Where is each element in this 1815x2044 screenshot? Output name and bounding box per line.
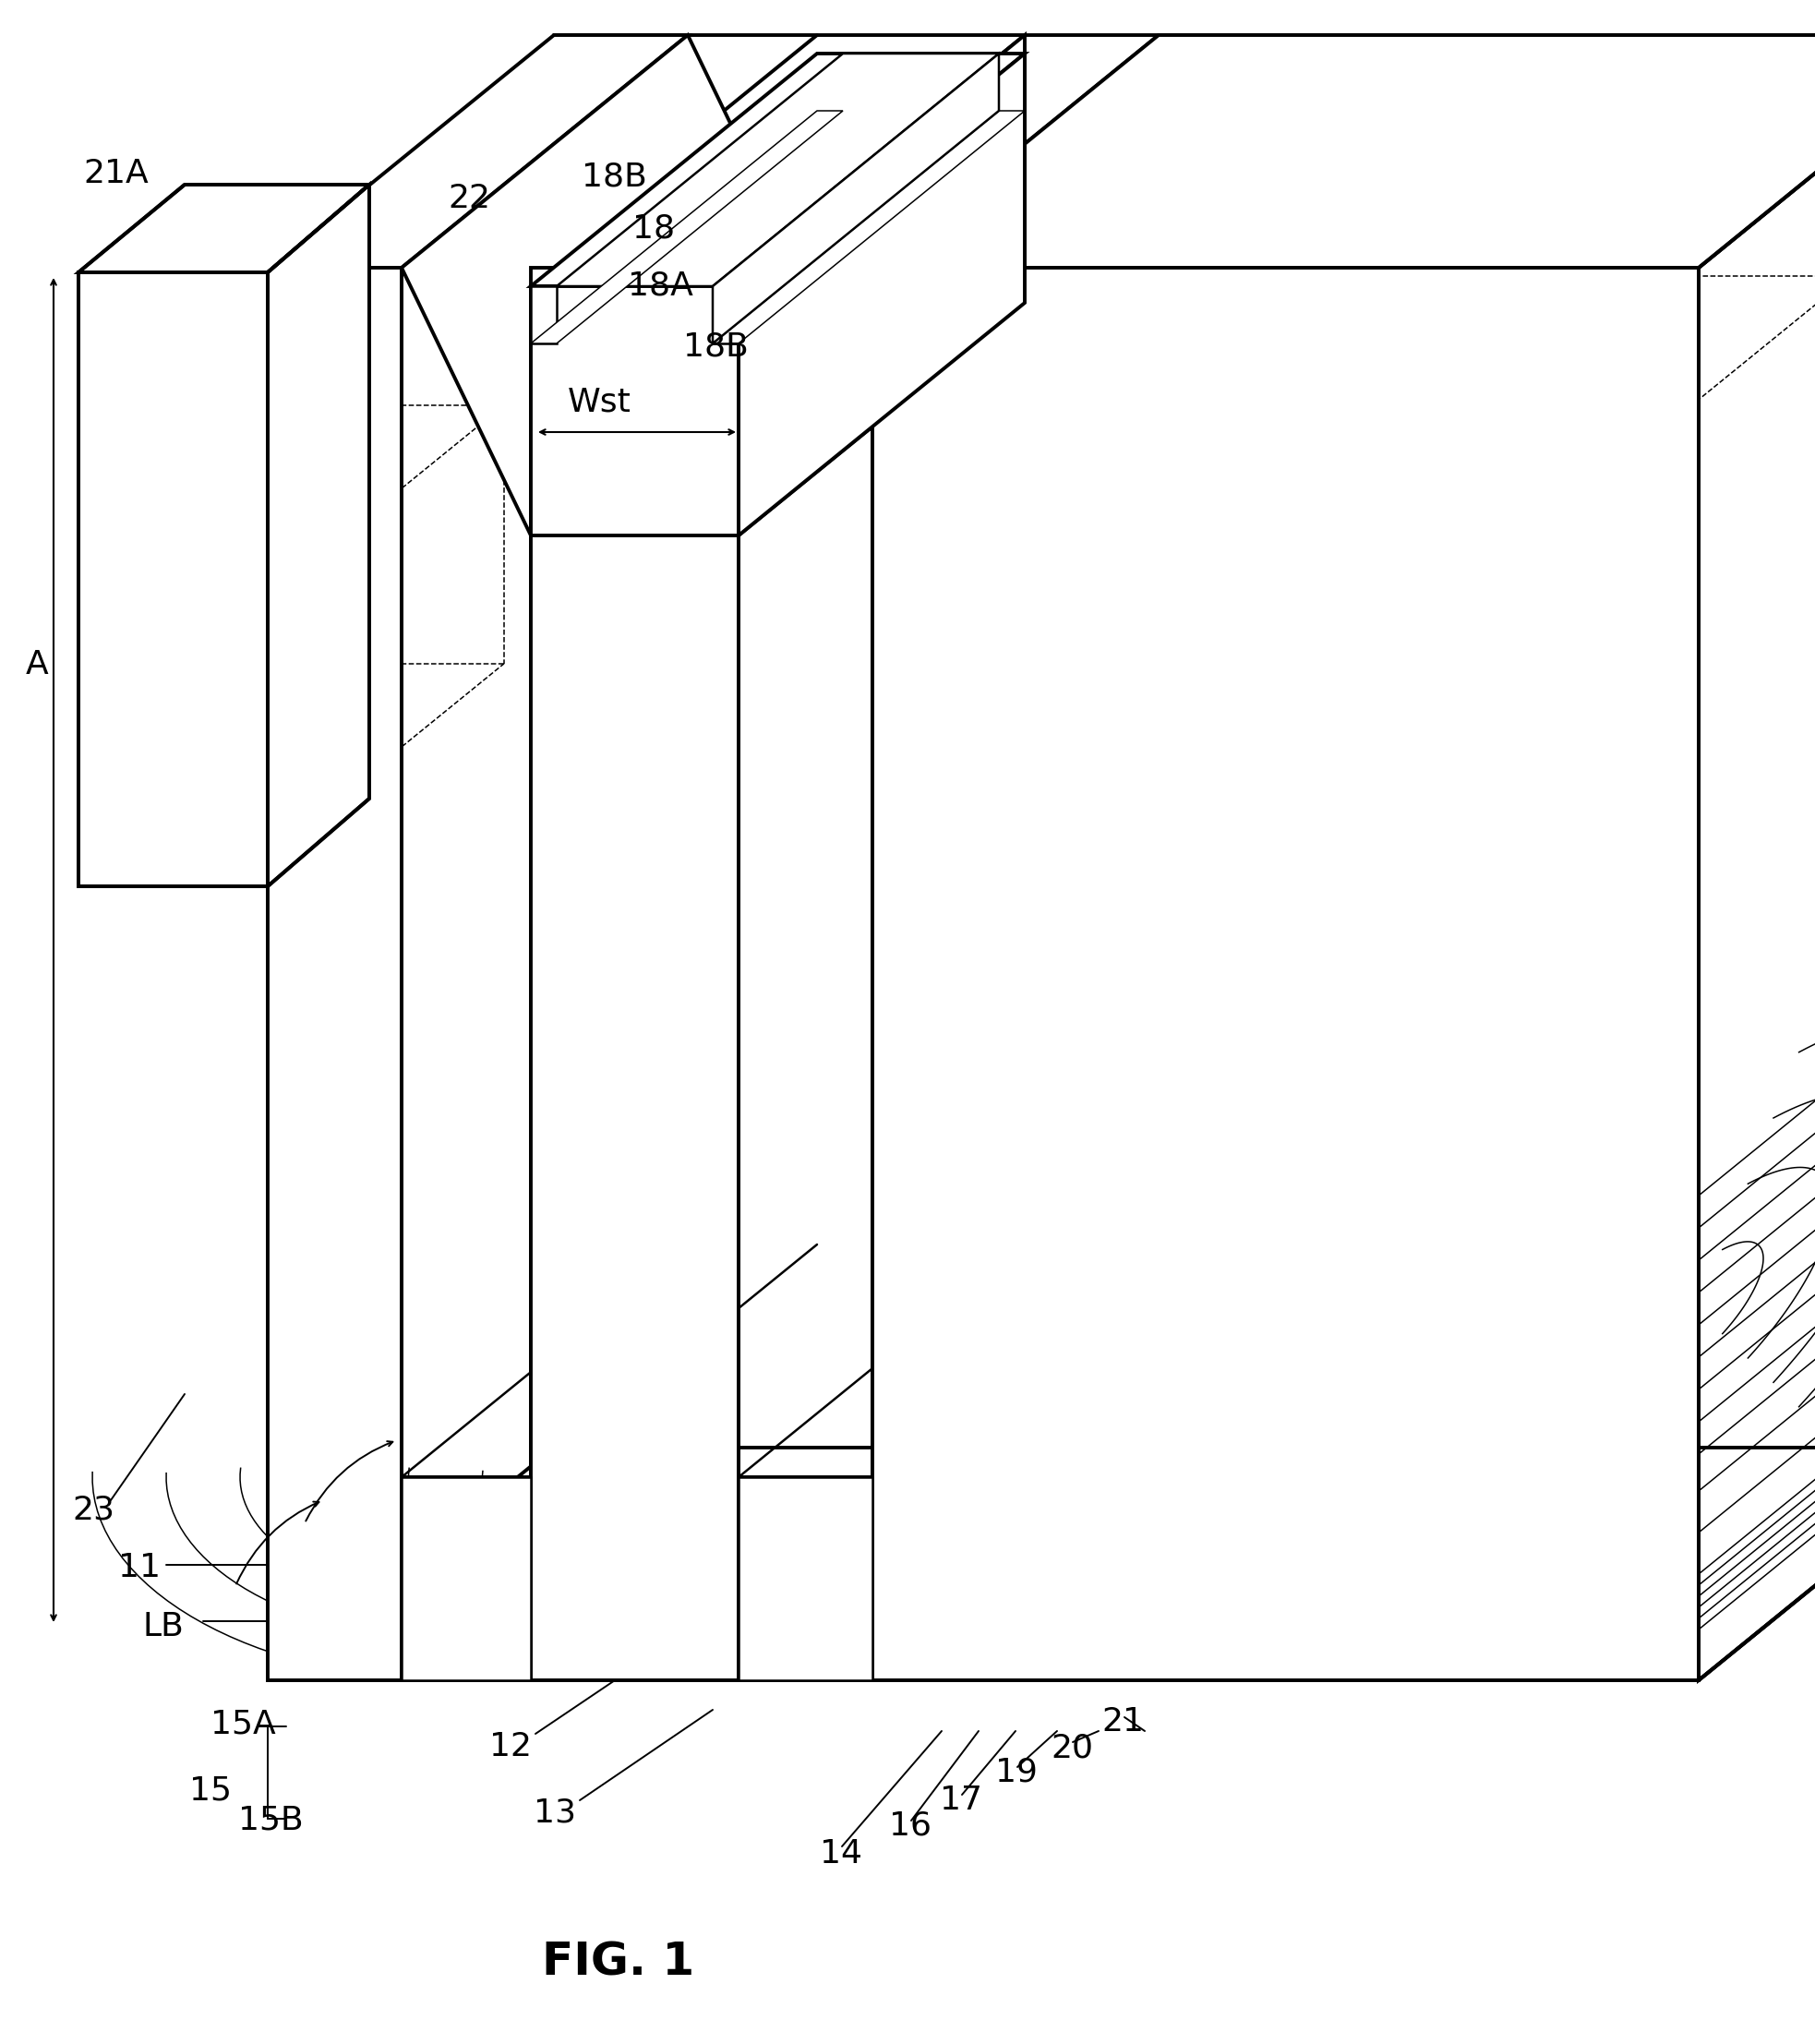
Polygon shape bbox=[739, 53, 1025, 536]
Polygon shape bbox=[739, 35, 1025, 536]
Text: LB: LB bbox=[143, 1611, 185, 1643]
Text: 18B: 18B bbox=[682, 331, 748, 362]
Text: 17: 17 bbox=[940, 1784, 982, 1815]
Text: 15B: 15B bbox=[238, 1805, 303, 1836]
Polygon shape bbox=[530, 286, 739, 536]
Text: 18: 18 bbox=[632, 213, 675, 245]
Text: 19: 19 bbox=[995, 1758, 1038, 1788]
Text: 21A: 21A bbox=[83, 157, 149, 190]
Text: 13: 13 bbox=[534, 1797, 575, 1827]
Polygon shape bbox=[78, 184, 368, 272]
Text: 11: 11 bbox=[118, 1551, 162, 1584]
Polygon shape bbox=[713, 286, 739, 343]
Polygon shape bbox=[269, 268, 401, 1680]
Text: 23: 23 bbox=[73, 1494, 114, 1525]
Polygon shape bbox=[739, 1478, 873, 1680]
Text: A: A bbox=[25, 650, 49, 681]
Text: 15A: 15A bbox=[211, 1709, 276, 1739]
Polygon shape bbox=[530, 53, 1025, 286]
Text: 18B: 18B bbox=[581, 161, 646, 192]
Polygon shape bbox=[713, 110, 1025, 343]
Polygon shape bbox=[401, 35, 817, 536]
Text: 21: 21 bbox=[1102, 1707, 1143, 1737]
Text: Wst: Wst bbox=[568, 386, 632, 417]
Polygon shape bbox=[557, 53, 998, 286]
Polygon shape bbox=[873, 268, 1699, 1680]
Text: 14: 14 bbox=[820, 1838, 862, 1870]
Polygon shape bbox=[269, 35, 688, 268]
Polygon shape bbox=[269, 184, 368, 887]
Polygon shape bbox=[401, 1478, 530, 1680]
Polygon shape bbox=[1699, 35, 1815, 1680]
Text: 20: 20 bbox=[1051, 1731, 1093, 1764]
Text: 16: 16 bbox=[889, 1811, 931, 1842]
Text: 15: 15 bbox=[189, 1776, 232, 1807]
Text: 18A: 18A bbox=[628, 270, 693, 303]
Polygon shape bbox=[78, 272, 269, 887]
Text: 22: 22 bbox=[448, 182, 490, 215]
Polygon shape bbox=[873, 35, 1815, 268]
Polygon shape bbox=[530, 268, 739, 1680]
Polygon shape bbox=[530, 286, 557, 343]
Text: FIG. 1: FIG. 1 bbox=[543, 1940, 695, 1985]
Polygon shape bbox=[530, 110, 842, 343]
Polygon shape bbox=[713, 53, 998, 343]
Text: 12: 12 bbox=[490, 1731, 532, 1762]
